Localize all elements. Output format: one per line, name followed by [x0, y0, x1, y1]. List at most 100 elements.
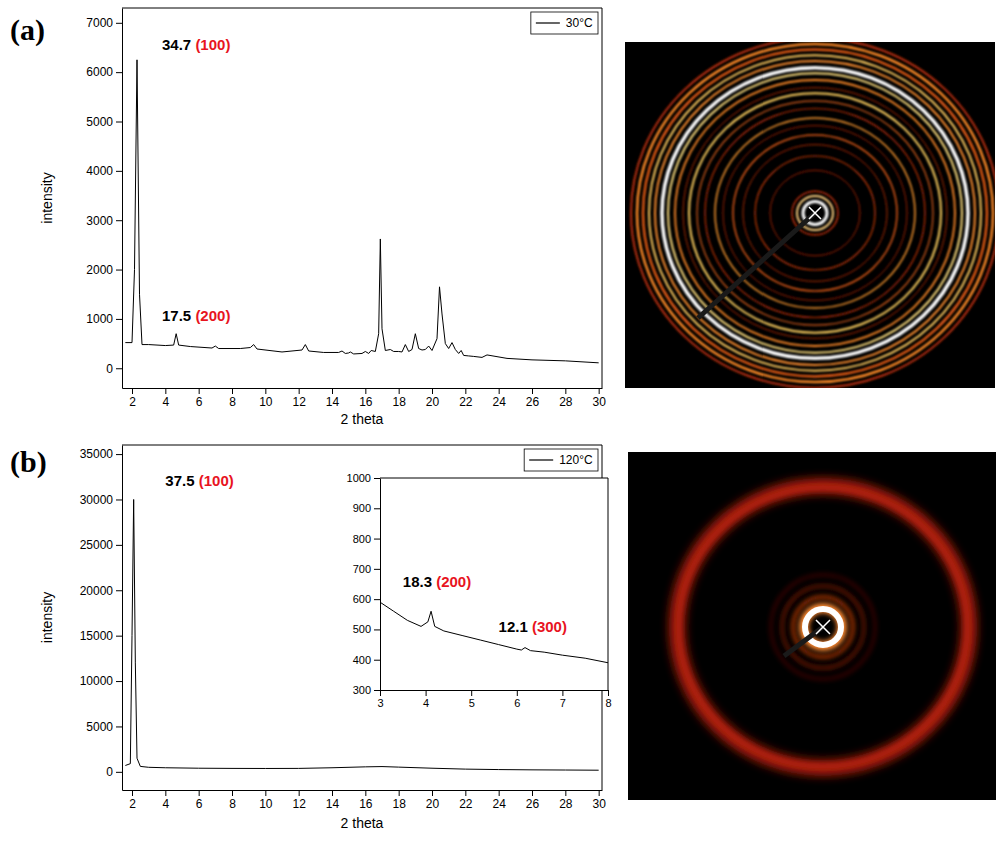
legend-label: 120°C	[559, 453, 593, 467]
y-tick: 7000	[86, 16, 122, 30]
y-axis: 05000100001500020000250003000035000	[80, 446, 123, 791]
x-tick-label: 20	[426, 797, 440, 811]
y-axis: 01000200030004000500060007000	[86, 9, 122, 389]
x-tick-mark	[199, 790, 200, 796]
y-tick-mark	[116, 23, 122, 24]
y-tick-mark	[116, 319, 122, 320]
y-tick: 35000	[80, 447, 122, 461]
x-tick-label: 4	[162, 395, 169, 409]
x-tick-label: 6	[196, 797, 203, 811]
y-tick-label: 300	[353, 684, 371, 696]
x-tick-label: 28	[559, 797, 573, 811]
diffraction-image-a	[625, 42, 995, 388]
x-tick-mark	[562, 690, 563, 696]
inset-background	[380, 478, 608, 690]
x-tick-label: 22	[459, 395, 473, 409]
y-tick-label: 0	[106, 765, 113, 779]
diffraction-ring	[655, 61, 975, 365]
x-tick: 2	[129, 790, 136, 811]
diffraction-ring	[637, 44, 993, 382]
peak-annotation: 18.3 (200)	[403, 573, 471, 590]
x-tick-mark	[399, 388, 400, 394]
legend-box	[531, 12, 598, 34]
peak-annotation: 12.1 (300)	[499, 618, 567, 635]
amorphous-halo	[677, 486, 969, 768]
x-tick-label: 4	[423, 697, 429, 709]
x-tick-label: 7	[560, 697, 566, 709]
beam-stop	[784, 627, 823, 656]
x-tick-label: 30	[592, 797, 606, 811]
x-tick-mark	[532, 790, 533, 796]
y-tick-mark	[374, 690, 380, 691]
x-tick-label: 10	[259, 797, 273, 811]
x-tick: 10	[259, 790, 273, 811]
x-tick: 18	[392, 790, 406, 811]
x-tick-mark	[465, 790, 466, 796]
x-tick-mark	[232, 790, 233, 796]
y-tick: 300	[353, 684, 380, 696]
x-tick: 16	[359, 790, 373, 811]
diffraction-ring	[705, 109, 925, 318]
legend-label: 30°C	[566, 16, 593, 30]
x-axis-title: 2 theta	[341, 815, 384, 831]
y-tick-mark	[116, 499, 122, 500]
x-tick-mark	[165, 790, 166, 796]
diffraction-ring	[668, 73, 962, 352]
peak-annotation: 37.5 (100)	[165, 472, 233, 489]
y-tick: 25000	[80, 538, 122, 552]
diffraction-ring	[715, 118, 915, 308]
x-tick: 22	[459, 388, 473, 409]
x-tick-label: 24	[492, 395, 506, 409]
y-tick-label: 4000	[86, 164, 113, 178]
y-tick: 15000	[80, 629, 122, 643]
y-tick-label: 700	[353, 563, 371, 575]
x-tick-label: 30	[592, 395, 606, 409]
legend-swatch	[529, 459, 553, 460]
diffraction-image-b	[628, 452, 996, 800]
y-tick-label: 3000	[86, 214, 113, 228]
x-tick: 14	[326, 388, 340, 409]
y-tick: 800	[353, 533, 380, 545]
x-tick: 22	[459, 790, 473, 811]
y-tick: 0	[106, 362, 122, 376]
peak-spacing: 37.5	[165, 472, 194, 489]
y-tick-label: 5000	[86, 115, 113, 129]
y-tick: 5000	[86, 115, 122, 129]
y-tick-mark	[116, 270, 122, 271]
series-line	[380, 602, 608, 663]
x-axis-line	[123, 388, 603, 389]
diffraction-ring	[771, 575, 875, 679]
diffraction-ring	[697, 101, 933, 325]
x-tick: 6	[514, 690, 520, 709]
diffraction-ring	[683, 88, 947, 339]
y-axis-title: intensity	[39, 592, 55, 643]
y-tick: 0	[106, 765, 122, 779]
y-tick-mark	[116, 726, 122, 727]
x-tick: 14	[326, 790, 340, 811]
x-tick: 12	[292, 388, 306, 409]
x-tick-mark	[365, 790, 366, 796]
x-tick: 10	[259, 388, 273, 409]
diffraction-ring	[662, 68, 968, 359]
x-tick-label: 26	[526, 395, 540, 409]
x-tick: 26	[526, 790, 540, 811]
x-tick: 6	[196, 388, 203, 409]
x-axis-title: 2 theta	[341, 411, 384, 427]
x-tick-mark	[608, 690, 609, 696]
x-tick-label: 26	[526, 797, 540, 811]
y-tick: 3000	[86, 214, 122, 228]
peak-index: (200)	[195, 307, 230, 324]
peak-index: (100)	[199, 472, 234, 489]
peak-annotation: 17.5 (200)	[162, 307, 230, 324]
x-tick-label: 22	[459, 797, 473, 811]
peak-spacing: 17.5	[162, 307, 191, 324]
x-tick: 12	[292, 790, 306, 811]
x-tick: 4	[162, 388, 169, 409]
plot-area	[380, 602, 608, 663]
amorphous-halo-core	[679, 488, 967, 766]
x-tick: 8	[605, 690, 611, 709]
x-tick-mark	[380, 690, 381, 696]
x-tick-mark	[199, 388, 200, 394]
y-tick-mark	[374, 569, 380, 570]
y-tick-label: 1000	[86, 312, 113, 326]
